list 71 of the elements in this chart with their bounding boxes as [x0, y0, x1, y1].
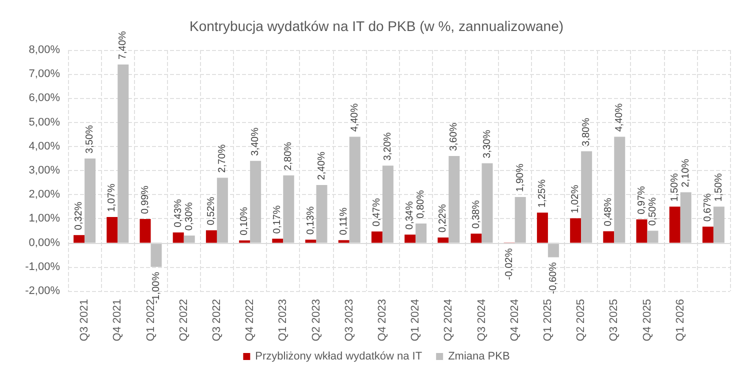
y-tick-label: 8,00%: [28, 44, 60, 56]
data-label: 2,70%: [216, 144, 228, 173]
x-tick-label: Q4 2022: [244, 299, 256, 342]
data-label: 3,40%: [250, 127, 262, 156]
data-label: 0,17%: [272, 205, 284, 234]
y-tick-label: -2,00%: [25, 285, 60, 297]
data-label: 0,67%: [702, 193, 714, 222]
x-tick-label: Q1 2023: [277, 299, 290, 342]
data-label: 0,97%: [636, 186, 648, 214]
x-tick-label: Q3 2025: [608, 299, 620, 342]
data-label: 3,20%: [382, 132, 394, 161]
data-label: 4,40%: [614, 103, 626, 132]
data-label: 0,52%: [206, 196, 217, 226]
x-tick-label: Q1 2024: [410, 299, 422, 342]
data-label: 1,25%: [536, 179, 548, 208]
data-label: 1,50%: [669, 173, 680, 202]
y-tick-label: 2,00%: [28, 188, 60, 201]
data-label: 2,10%: [680, 158, 692, 188]
x-tick-label: Q4 2023: [376, 299, 388, 342]
x-tick-label: Q3 2021: [78, 299, 91, 342]
y-tick-label: 3,00%: [28, 164, 60, 176]
x-tick-label: Q2 2022: [178, 299, 190, 342]
y-tick-label: 7,00%: [28, 68, 60, 80]
data-label: 2,40%: [316, 151, 328, 180]
y-tick-label: 4,00%: [28, 140, 60, 152]
data-label: 0,11%: [338, 207, 350, 236]
data-label: 4,40%: [349, 103, 360, 132]
x-tick-label: Q3 2024: [476, 299, 488, 342]
x-tick-label: Q1 2026: [674, 299, 686, 342]
data-label: 3,80%: [581, 118, 592, 146]
y-tick-label: 6,00%: [28, 92, 60, 104]
data-label: 0,22%: [438, 204, 449, 232]
data-label: 2,80%: [283, 142, 294, 170]
legend-label: Zmiana PKB: [448, 350, 510, 362]
legend-label: Przybliżony wkład wydatków na IT: [255, 350, 422, 362]
data-label: -0,02%: [504, 248, 515, 280]
data-label: 3,30%: [482, 130, 493, 158]
data-label: 0,32%: [74, 202, 85, 230]
x-tick-label: Q2 2025: [575, 299, 588, 342]
data-label: 0,13%: [305, 206, 316, 235]
x-tick-label: Q1 2025: [542, 299, 554, 342]
data-label: 0,38%: [470, 200, 482, 229]
data-label: 0,30%: [184, 202, 195, 231]
data-label: 0,47%: [371, 198, 382, 226]
chart-title: Kontrybucja wydatków na IT do PKB (w %, zannualizowane): [189, 18, 564, 34]
data-label: 0,10%: [239, 206, 250, 236]
data-label: 0,80%: [416, 190, 427, 219]
data-label: 1,02%: [570, 184, 582, 214]
data-label: 0,34%: [404, 201, 416, 230]
x-tick-label: Q4 2025: [641, 299, 654, 342]
data-label: 1,90%: [514, 164, 526, 192]
data-label: 7,40%: [118, 30, 129, 60]
y-tick-label: 0,00%: [28, 236, 60, 249]
data-label: 1,50%: [713, 173, 724, 202]
x-tick-label: Q4 2021: [112, 299, 124, 342]
data-label: 3,60%: [448, 122, 460, 152]
x-tick-label: Q3 2022: [210, 299, 223, 342]
data-label: 1,07%: [106, 184, 118, 212]
x-tick-label: Q3 2023: [343, 299, 356, 342]
data-label: 0,48%: [603, 198, 614, 226]
data-label: 0,99%: [140, 185, 151, 214]
y-tick-label: 5,00%: [28, 116, 60, 128]
data-label: -0,60%: [548, 262, 559, 294]
data-label: 0,50%: [647, 197, 658, 226]
x-tick-label: Q2 2024: [442, 299, 455, 342]
x-tick-label: Q2 2023: [310, 299, 322, 342]
data-label: 3,50%: [84, 124, 96, 154]
data-label: 0,43%: [172, 198, 184, 228]
y-tick-label: -1,00%: [25, 260, 60, 273]
x-tick-label: Q4 2024: [508, 299, 521, 342]
y-tick-label: 1,00%: [28, 212, 60, 225]
